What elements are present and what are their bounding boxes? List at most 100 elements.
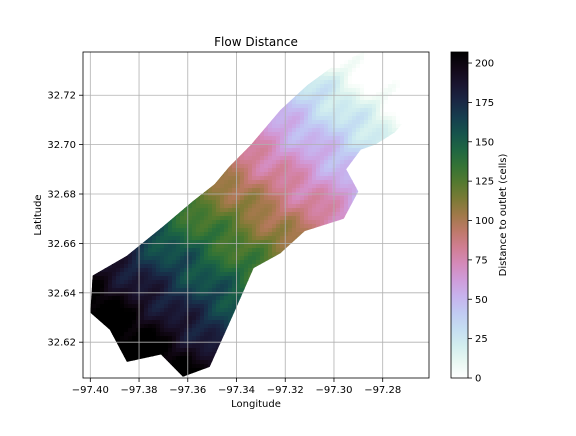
raster-cell <box>252 160 257 165</box>
raster-cell <box>220 324 225 329</box>
raster-cell <box>308 80 313 85</box>
raster-cell <box>92 88 97 93</box>
raster-cell <box>232 256 237 261</box>
raster-cell <box>200 76 205 81</box>
raster-cell <box>228 136 233 141</box>
raster-cell <box>108 64 113 69</box>
raster-cell <box>100 228 105 233</box>
raster-cell <box>272 88 277 93</box>
raster-cell <box>80 356 85 361</box>
raster-cell <box>260 248 265 253</box>
raster-cell <box>168 60 173 65</box>
raster-cell <box>264 132 269 137</box>
raster-cell <box>136 172 141 177</box>
raster-cell <box>180 100 185 105</box>
raster-cell <box>196 176 201 181</box>
raster-cell <box>204 136 209 141</box>
raster-cell <box>100 128 105 133</box>
raster-cell <box>292 288 297 293</box>
raster-cell <box>276 344 281 349</box>
raster-cell <box>212 312 217 317</box>
raster-cell <box>196 168 201 173</box>
raster-cell <box>248 276 253 281</box>
raster-cell <box>196 308 201 313</box>
raster-cell <box>320 72 325 77</box>
raster-cell <box>316 88 321 93</box>
raster-cell <box>188 156 193 161</box>
raster-cell <box>268 88 273 93</box>
raster-cell <box>268 232 273 237</box>
raster-cell <box>248 220 253 225</box>
raster-cell <box>288 176 293 181</box>
raster-cell <box>204 256 209 261</box>
raster-cell <box>136 132 141 137</box>
raster-cell <box>244 344 249 349</box>
raster-cell <box>316 372 321 377</box>
raster-cell <box>272 212 277 217</box>
raster-cell <box>296 212 301 217</box>
raster-cell <box>288 288 293 293</box>
raster-cell <box>292 144 297 149</box>
raster-cell <box>308 152 313 157</box>
raster-cell <box>172 72 177 77</box>
raster-cell <box>312 244 317 249</box>
raster-cell <box>212 324 217 329</box>
raster-cell <box>120 244 125 249</box>
raster-cell <box>192 156 197 161</box>
raster-cell <box>256 328 261 333</box>
raster-cell <box>128 216 133 221</box>
raster-cell <box>120 112 125 117</box>
raster-cell <box>156 56 161 61</box>
raster-cell <box>108 76 113 81</box>
raster-cell <box>248 252 253 257</box>
raster-cell <box>148 100 153 105</box>
raster-cell <box>288 52 293 57</box>
raster-cell <box>112 240 117 245</box>
raster-cell <box>160 156 165 161</box>
raster-cell <box>304 148 309 153</box>
raster-cell <box>232 104 237 109</box>
raster-cell <box>132 208 137 213</box>
raster-cell <box>260 144 265 149</box>
raster-cell <box>252 140 257 145</box>
raster-cell <box>220 100 225 105</box>
raster-cell <box>124 68 129 73</box>
raster-cell <box>144 108 149 113</box>
raster-cell <box>80 208 85 213</box>
raster-cell <box>136 348 141 353</box>
raster-cell <box>204 332 209 337</box>
raster-cell <box>168 128 173 133</box>
raster-cell <box>120 216 125 221</box>
raster-cell <box>156 248 161 253</box>
raster-cell <box>284 52 289 57</box>
raster-cell <box>148 112 153 117</box>
raster-cell <box>140 236 145 241</box>
raster-cell <box>140 328 145 333</box>
raster-cell <box>120 164 125 169</box>
raster-cell <box>116 176 121 181</box>
raster-cell <box>304 344 309 349</box>
raster-cell <box>116 80 121 85</box>
raster-cell <box>188 208 193 213</box>
raster-cell <box>172 88 177 93</box>
raster-cell <box>132 336 137 341</box>
raster-cell <box>252 68 257 73</box>
raster-cell <box>284 284 289 289</box>
raster-cell <box>288 92 293 97</box>
raster-cell <box>272 208 277 213</box>
raster-cell <box>304 252 309 257</box>
raster-cell <box>320 64 325 69</box>
raster-cell <box>260 200 265 205</box>
raster-cell <box>140 304 145 309</box>
raster-cell <box>280 364 285 369</box>
raster-cell <box>220 292 225 297</box>
raster-cell <box>308 184 313 189</box>
raster-cell <box>204 164 209 169</box>
raster-cell <box>208 308 213 313</box>
raster-cell <box>276 220 281 225</box>
raster-cell <box>232 208 237 213</box>
raster-cell <box>296 288 301 293</box>
raster-cell <box>200 196 205 201</box>
raster-cell <box>124 356 129 361</box>
raster-cell <box>276 280 281 285</box>
